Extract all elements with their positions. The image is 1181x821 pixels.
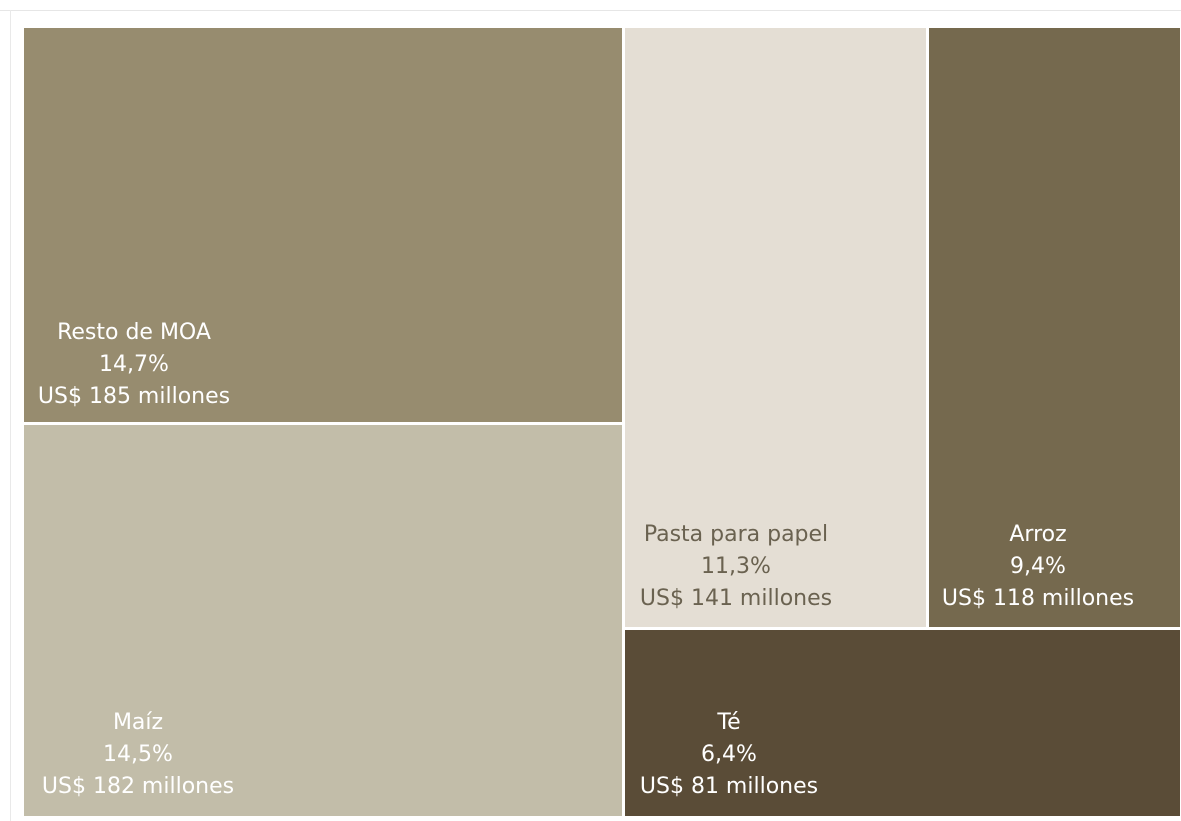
- tile-percent-label: 9,4%: [1010, 554, 1066, 579]
- tile-category-label: Resto de MOA: [57, 320, 211, 345]
- tile-category-label: Té: [716, 710, 740, 735]
- tile-percent-label: 6,4%: [701, 742, 757, 767]
- tile-value-label: US$ 185 millones: [38, 384, 230, 409]
- tile-value-label: US$ 81 millones: [640, 774, 818, 799]
- tile-percent-label: 14,5%: [103, 742, 173, 767]
- tile-value-label: US$ 182 millones: [42, 774, 234, 799]
- tile-percent-label: 14,7%: [99, 352, 169, 377]
- top-border-line: [0, 10, 1181, 11]
- tile-value-label: US$ 141 millones: [640, 586, 832, 611]
- tile-category-label: Maíz: [113, 710, 163, 735]
- treemap-tile: [24, 425, 622, 816]
- treemap-tile: [929, 28, 1180, 627]
- left-border-line: [10, 10, 11, 821]
- tile-category-label: Pasta para papel: [644, 522, 828, 547]
- treemap-tile: [625, 28, 926, 627]
- tile-category-label: Arroz: [1009, 522, 1066, 547]
- treemap-tile: [24, 28, 622, 422]
- treemap-tile: [625, 630, 1180, 816]
- tile-percent-label: 11,3%: [701, 554, 771, 579]
- tile-value-label: US$ 118 millones: [942, 586, 1134, 611]
